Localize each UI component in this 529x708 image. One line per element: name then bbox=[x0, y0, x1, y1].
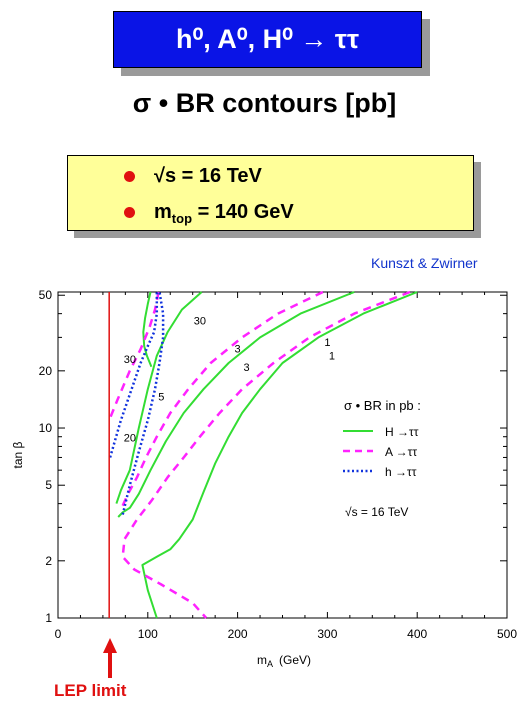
y-tick-label: 50 bbox=[39, 288, 53, 302]
mtop-line: mtop = 140 GeV bbox=[124, 201, 294, 226]
series-line bbox=[108, 292, 159, 458]
series-line bbox=[108, 291, 160, 421]
x-tick-label: 100 bbox=[138, 627, 158, 641]
y-tick-label: 1 bbox=[45, 611, 52, 625]
y-tick-label: 5 bbox=[45, 478, 52, 492]
y-tick-label: 20 bbox=[39, 364, 53, 378]
series-line bbox=[121, 290, 411, 619]
x-tick-label: 200 bbox=[228, 627, 248, 641]
contour-label: 1 bbox=[329, 350, 335, 362]
contour-label: 30 bbox=[124, 354, 136, 366]
chart-legend: σ • BR in pb : H →ττ A →ττ h →ττ √s = 16… bbox=[343, 398, 421, 519]
x-tick-label: 0 bbox=[55, 627, 62, 641]
series-line bbox=[115, 291, 203, 504]
title-banner: h⁰, A⁰, H⁰ → ττ bbox=[113, 11, 422, 68]
series-line bbox=[141, 291, 418, 619]
series-line bbox=[142, 291, 153, 368]
mtop-value: = 140 GeV bbox=[192, 201, 294, 223]
info-box: √s = 16 TeV mtop = 140 GeV bbox=[67, 155, 474, 231]
x-tick-label: 400 bbox=[407, 627, 427, 641]
bullet-icon bbox=[124, 171, 135, 182]
lep-arrow-icon bbox=[103, 638, 117, 678]
y-axis-label: tan β bbox=[11, 441, 25, 468]
contour-label: 20 bbox=[124, 432, 136, 444]
legend-note: √s = 16 TeV bbox=[345, 505, 408, 519]
bullet-icon bbox=[124, 207, 135, 218]
y-tick-label: 2 bbox=[45, 554, 52, 568]
series-line bbox=[121, 291, 165, 515]
legend-label-h: h →ττ bbox=[385, 465, 417, 479]
contour-label: 1 bbox=[324, 337, 330, 349]
mtop-subscript: top bbox=[171, 211, 193, 226]
legend-label-H: H →ττ bbox=[385, 425, 419, 439]
page-subtitle: σ • BR contours [pb] bbox=[132, 88, 397, 118]
mtop-symbol: m bbox=[154, 201, 172, 223]
x-tick-label: 300 bbox=[317, 627, 337, 641]
series-line bbox=[121, 290, 324, 507]
contour-label: 3 bbox=[235, 343, 241, 355]
x-tick-label: 500 bbox=[497, 627, 517, 641]
lep-limit-label: LEP limit bbox=[54, 681, 127, 700]
series-line bbox=[117, 291, 355, 518]
contour-label: 5 bbox=[158, 391, 164, 403]
y-tick-label: 10 bbox=[39, 421, 53, 435]
contour-label: 3 bbox=[244, 362, 250, 374]
plot-frame bbox=[57, 291, 508, 619]
legend-title: σ • BR in pb : bbox=[344, 398, 421, 413]
energy-text: √s = 16 TeV bbox=[154, 165, 262, 187]
contour-label: 30 bbox=[194, 316, 206, 328]
x-axis-label: mA (GeV) bbox=[257, 653, 311, 669]
banner-title: h⁰, A⁰, H⁰ → ττ bbox=[175, 24, 360, 54]
energy-line: √s = 16 TeV bbox=[124, 165, 262, 188]
authors-credit: Kunszt & Zwirner bbox=[371, 255, 478, 271]
legend-label-A: A →ττ bbox=[385, 445, 417, 459]
